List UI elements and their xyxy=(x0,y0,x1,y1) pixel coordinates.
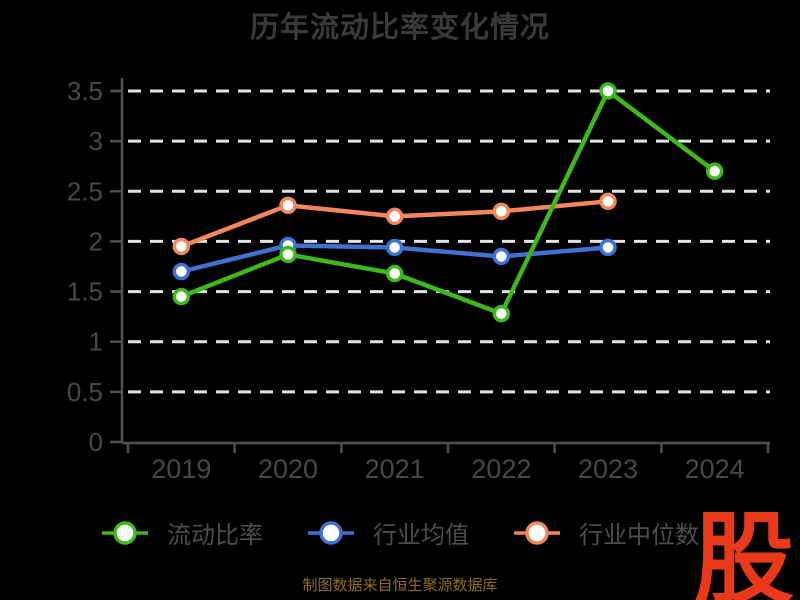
legend-label: 行业均值 xyxy=(373,522,469,549)
data-point-marker xyxy=(492,304,511,323)
data-point-marker xyxy=(172,287,191,306)
chart-title: 历年流动比率变化情况 xyxy=(249,12,550,44)
y-axis-tick-label: 1 xyxy=(89,327,103,357)
data-point-marker xyxy=(279,245,297,264)
data-point-marker xyxy=(492,247,511,266)
data-point-marker xyxy=(599,238,617,257)
y-axis-tick-label: 2.5 xyxy=(67,176,103,206)
series-line-流动比率 xyxy=(179,88,717,316)
data-point-marker xyxy=(279,196,297,215)
x-axis-tick-label: 2020 xyxy=(258,454,318,484)
data-point-marker xyxy=(385,207,404,226)
legend-marker-icon xyxy=(514,520,560,545)
x-axis-tick-label: 2019 xyxy=(151,454,211,484)
gu-logo: 股 xyxy=(694,504,794,600)
x-axis-tick-label: 2023 xyxy=(578,454,638,484)
x-axis-tick-label: 2021 xyxy=(365,454,425,484)
y-axis-tick-label: 0 xyxy=(89,427,103,457)
x-axis-tick-label: 2024 xyxy=(685,454,745,484)
data-point-marker xyxy=(705,162,724,180)
legend-label: 行业中位数 xyxy=(579,522,699,549)
data-point-marker xyxy=(385,238,404,257)
data-point-marker xyxy=(385,264,404,283)
data-point-marker xyxy=(172,237,191,256)
data-point-marker xyxy=(599,192,617,211)
data-point-marker xyxy=(172,262,191,281)
y-axis-tick-label: 0.5 xyxy=(67,377,103,407)
legend-item-hangye-zhongweishu: 行业中位数 xyxy=(513,515,699,550)
line-chart-plot: 0 0.5 1 1.5 2 2.5 3 3.5 2019 2020 2021 2022 2023 2024 xyxy=(67,76,770,484)
legend-item-hangye-junzhi: 行业均值 xyxy=(307,515,469,550)
legend-label: 流动比率 xyxy=(167,522,263,549)
x-axis-tick-label: 2022 xyxy=(471,454,531,484)
y-axis-tick-label: 1.5 xyxy=(67,277,103,307)
legend-item-liudongbilv: 流动比率 xyxy=(101,515,263,550)
legend-marker-icon xyxy=(102,520,148,545)
data-point-marker xyxy=(492,202,511,221)
data-source-note: 制图数据来自恒生聚源数据库 xyxy=(302,577,498,594)
legend-marker-icon xyxy=(308,520,354,545)
y-axis-tick-label: 2 xyxy=(89,226,103,256)
y-axis-tick-label: 3.5 xyxy=(67,76,103,106)
data-point-marker xyxy=(599,82,617,100)
chart-legend: 流动比率 行业均值 行业中位数 xyxy=(0,515,800,550)
y-axis-tick-label: 3 xyxy=(89,126,103,156)
